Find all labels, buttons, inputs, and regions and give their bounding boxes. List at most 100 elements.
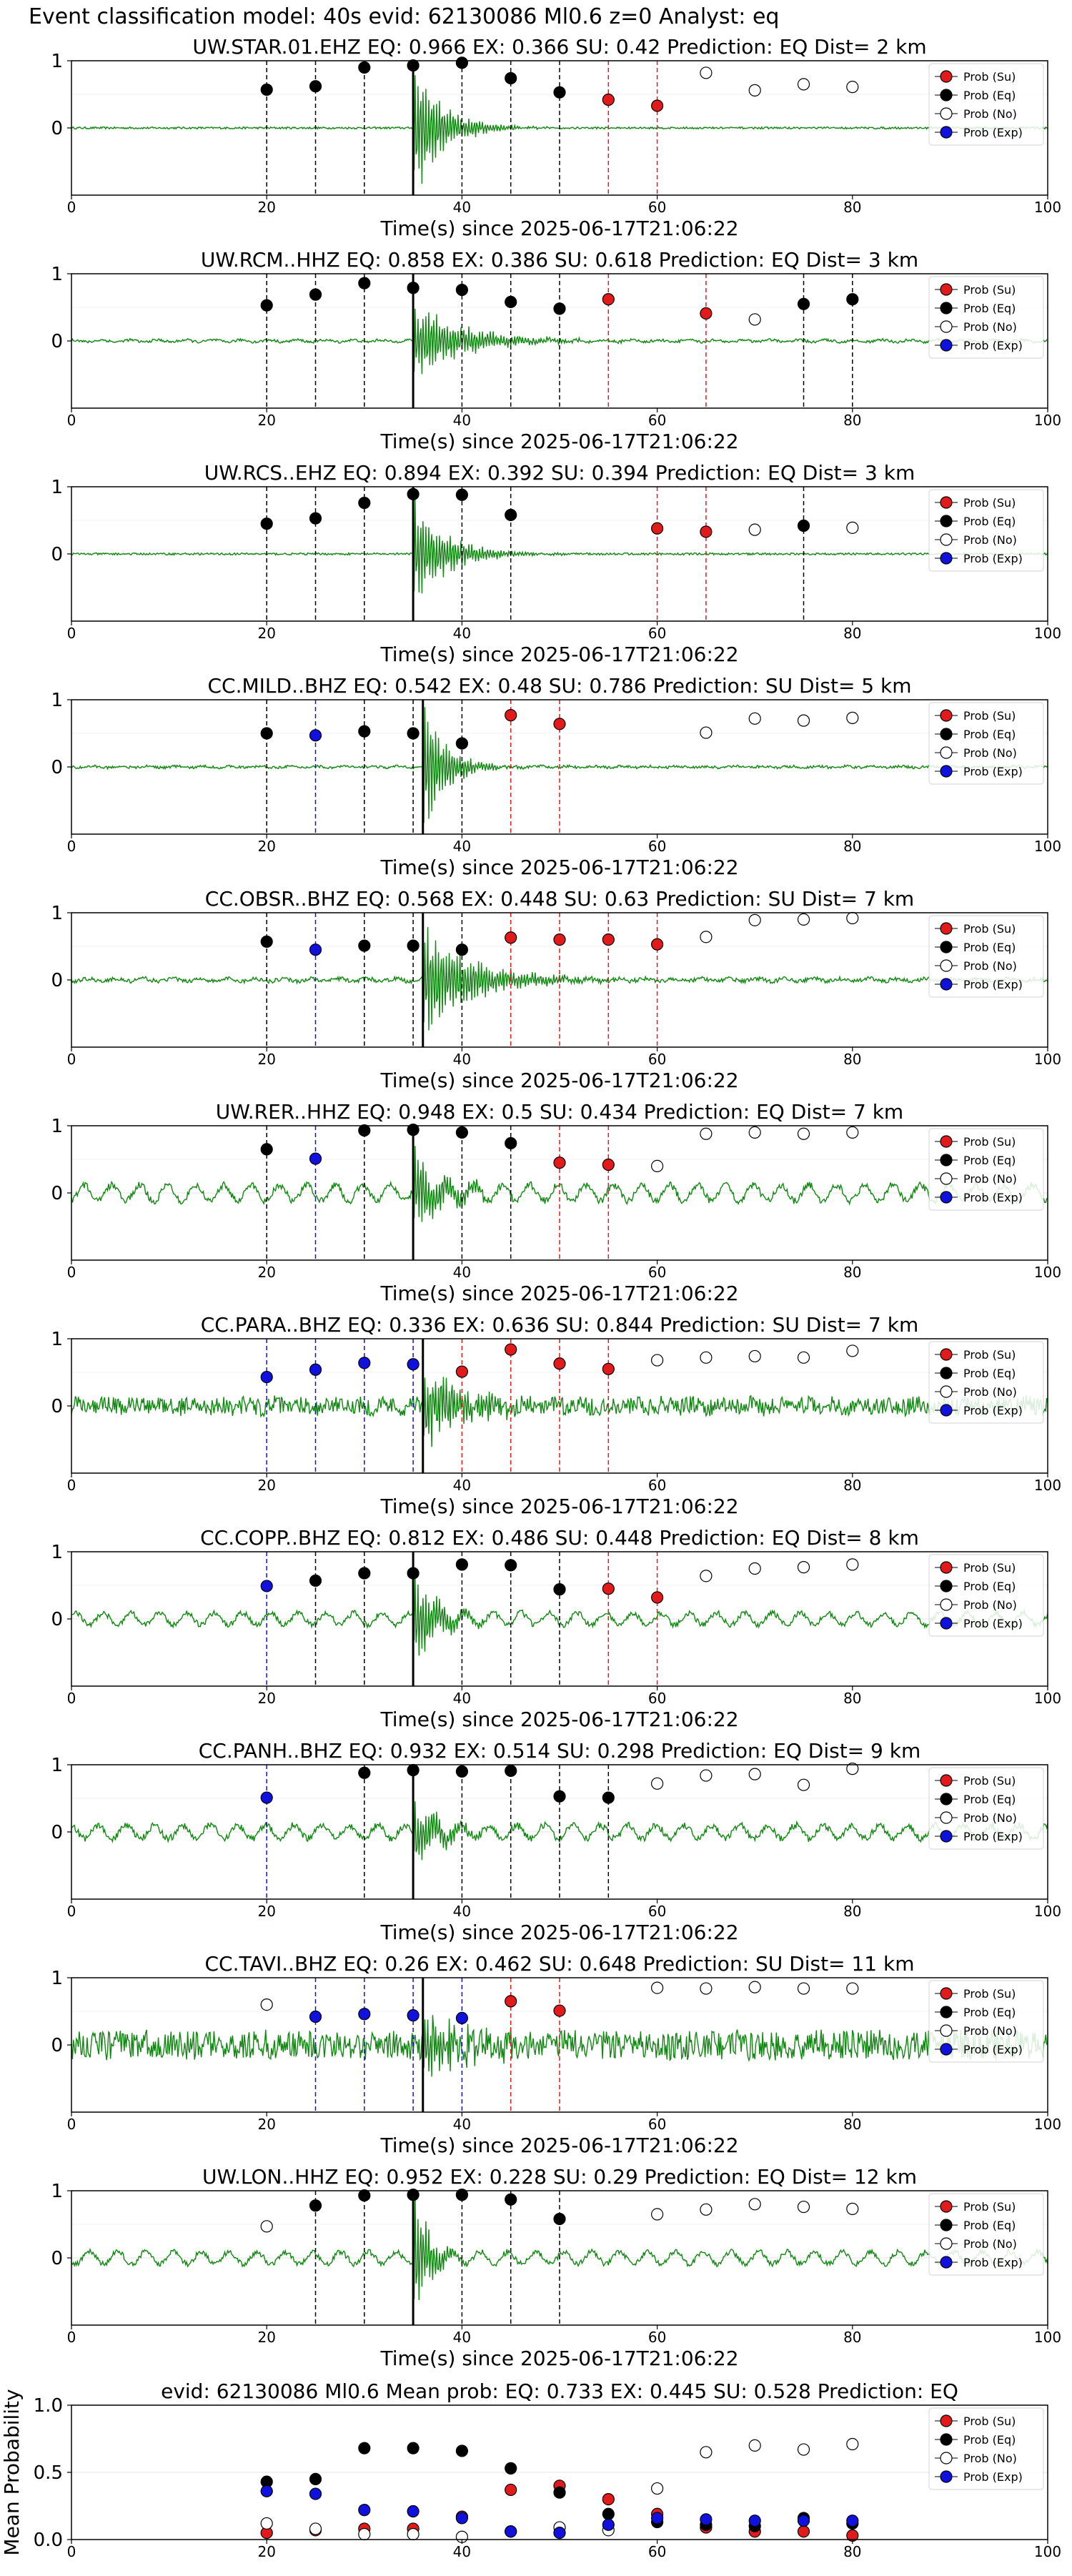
legend-marker-exp	[940, 2256, 953, 2269]
x-axis-label: Time(s) since 2025-06-17T21:06:22	[379, 2134, 738, 2157]
prob-point-eq	[407, 1763, 420, 1777]
prob-point-exp	[309, 2010, 322, 2023]
station-panel-7: CC.PARA..BHZ EQ: 0.336 EX: 0.636 SU: 0.8…	[51, 1313, 1061, 1518]
x-tick-label: 40	[453, 1264, 471, 1281]
x-tick-label: 0	[67, 625, 76, 642]
y-tick-label: 0	[51, 1183, 63, 1204]
prob-point-eq	[505, 2193, 517, 2206]
legend-marker-eq	[940, 728, 953, 740]
legend-marker-su	[940, 1135, 953, 1148]
legend-label-su: Prob (Su)	[963, 2414, 1016, 2428]
prob-point-no	[846, 2202, 859, 2215]
prob-point-su	[700, 307, 713, 320]
x-tick-label: 60	[648, 412, 666, 429]
prob-point-eq	[358, 496, 371, 510]
x-tick-label: 20	[257, 1477, 275, 1494]
y-tick-label: 1	[51, 1542, 63, 1563]
legend-marker-eq	[940, 515, 953, 527]
x-tick-label: 100	[1034, 1903, 1061, 1920]
x-tick-label: 100	[1034, 1690, 1061, 1707]
x-tick-label: 60	[648, 1051, 666, 1068]
y-tick-label: 0.5	[34, 2462, 63, 2484]
x-tick-label: 0	[67, 1903, 76, 1920]
prob-point-eq	[505, 295, 517, 309]
prob-point-eq	[260, 83, 273, 96]
prob-point-no	[260, 2220, 273, 2233]
prob-point-eq	[797, 297, 810, 310]
prob-point-no	[700, 1769, 713, 1782]
prob-point-no	[748, 1349, 761, 1363]
prob-point-exp	[358, 1357, 371, 1369]
panel-title: UW.STAR.01.EHZ EQ: 0.966 EX: 0.366 SU: 0…	[192, 35, 926, 59]
legend-box	[928, 2193, 1044, 2276]
x-tick-label: 100	[1034, 1477, 1061, 1494]
x-tick-label: 0	[67, 1051, 76, 1068]
legend-label-exp: Prob (Exp)	[963, 2256, 1023, 2269]
station-panel-2: UW.RCM..HHZ EQ: 0.858 EX: 0.386 SU: 0.61…	[51, 248, 1061, 453]
prob-point-eq	[407, 939, 420, 952]
prob-point-no	[700, 2203, 713, 2216]
prob-point-su	[602, 93, 615, 106]
prob-point-su	[505, 931, 517, 944]
x-tick-label: 60	[648, 2329, 666, 2346]
prob-point-su	[602, 1362, 615, 1375]
legend-marker-su	[940, 1561, 953, 1574]
prob-point-eq	[455, 488, 469, 501]
legend-label-no: Prob (No)	[963, 2237, 1017, 2251]
prob-point-eq	[602, 1791, 615, 1804]
legend-label-su: Prob (Su)	[963, 2200, 1016, 2214]
legend-label-exp: Prob (Exp)	[963, 765, 1023, 778]
legend-marker-no	[940, 746, 953, 759]
panel-title: UW.LON..HHZ EQ: 0.952 EX: 0.228 SU: 0.29…	[202, 2165, 917, 2189]
panel-title: UW.RCM..HHZ EQ: 0.858 EX: 0.386 SU: 0.61…	[201, 248, 918, 272]
x-tick-label: 0	[67, 2116, 76, 2133]
mean-point-no	[650, 2482, 664, 2495]
legend-marker-no	[940, 1811, 953, 1824]
prob-point-eq	[358, 1766, 371, 1779]
prob-point-eq	[260, 935, 273, 948]
mean-point-exp	[602, 2518, 615, 2531]
prob-point-eq	[505, 1559, 517, 1572]
prob-point-no	[748, 712, 761, 725]
x-tick-label: 40	[453, 2116, 471, 2133]
x-tick-label: 80	[843, 2543, 861, 2560]
legend-box	[928, 276, 1044, 359]
prob-point-no	[700, 1982, 713, 1995]
x-tick-label: 80	[843, 838, 861, 855]
x-tick-label: 60	[648, 2116, 666, 2133]
legend-label-exp: Prob (Exp)	[963, 339, 1023, 352]
mean-point-exp	[553, 2527, 566, 2540]
legend-label-no: Prob (No)	[963, 1385, 1017, 1399]
legend-label-no: Prob (No)	[963, 1811, 1017, 1825]
y-tick-label: 0	[51, 118, 63, 139]
y-tick-label: 0	[51, 1396, 63, 1417]
legend-marker-no	[940, 2024, 953, 2037]
x-tick-label: 80	[843, 1051, 861, 1068]
prob-point-no	[700, 1127, 713, 1140]
prob-point-no	[797, 714, 810, 727]
mean-point-exp	[846, 2515, 859, 2527]
legend-label-exp: Prob (Exp)	[963, 1617, 1023, 1630]
legend-marker-no	[940, 959, 953, 972]
x-axis-label: Time(s) since 2025-06-17T21:06:22	[379, 856, 738, 879]
x-tick-label: 0	[67, 412, 76, 429]
y-tick-label: 0	[51, 2035, 63, 2056]
y-tick-label: 1	[51, 2181, 63, 2202]
legend-box	[928, 915, 1044, 998]
prob-point-eq	[553, 86, 566, 99]
panel-title: CC.MILD..BHZ EQ: 0.542 EX: 0.48 SU: 0.78…	[207, 674, 911, 698]
legend-label-exp: Prob (Exp)	[963, 126, 1023, 139]
figure-suptitle: Event classification model: 40s evid: 62…	[29, 4, 780, 29]
mean-point-no	[846, 2437, 859, 2451]
x-tick-label: 40	[453, 412, 471, 429]
legend-box	[928, 1128, 1044, 1211]
x-tick-label: 100	[1034, 838, 1061, 855]
station-panel-4: CC.MILD..BHZ EQ: 0.542 EX: 0.48 SU: 0.78…	[51, 674, 1061, 879]
x-tick-label: 20	[257, 1903, 275, 1920]
x-tick-label: 60	[648, 625, 666, 642]
legend-box	[928, 489, 1044, 572]
x-tick-label: 20	[257, 1051, 275, 1068]
y-tick-label: 1	[51, 477, 63, 498]
x-axis-label: Time(s) since 2025-06-17T21:06:22	[379, 2347, 738, 2370]
legend-marker-eq	[940, 2219, 953, 2231]
